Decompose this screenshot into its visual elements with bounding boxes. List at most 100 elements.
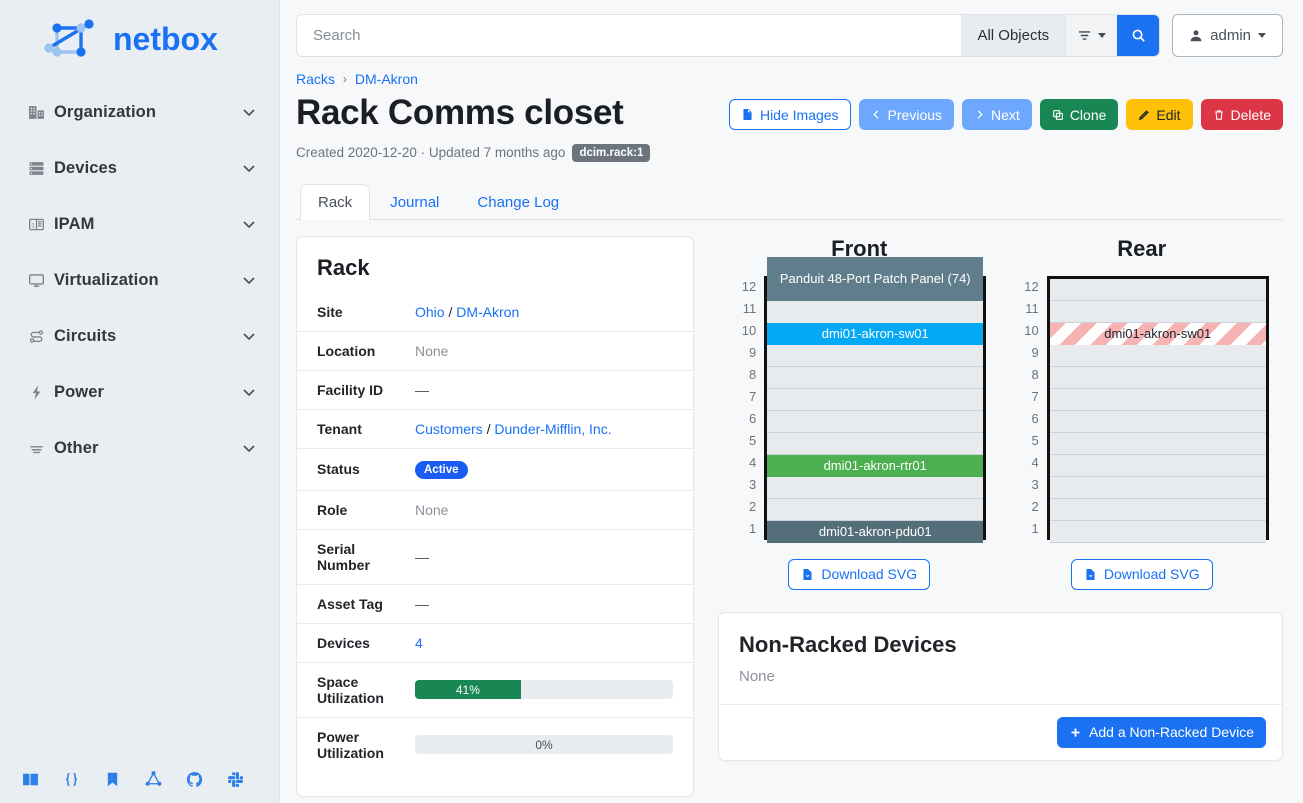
rack-unit-empty[interactable] — [1049, 300, 1266, 323]
table-row: Role None — [297, 490, 693, 529]
download-file-icon — [1086, 568, 1095, 580]
rack-unit-number: 3 — [749, 476, 757, 492]
sidebar-item-ipam[interactable]: 1 IPAM — [0, 196, 279, 252]
edit-button[interactable]: Edit — [1126, 99, 1193, 130]
rack-unit-empty[interactable] — [1049, 432, 1266, 455]
rack-unit-empty[interactable] — [767, 432, 984, 455]
rack-elevation-front: Front 12 11 10 9 8 7 6 5 4 3 2 1 Panduit 48-Port Pa… — [718, 236, 1001, 590]
object-scope-select[interactable]: All Objects — [961, 15, 1066, 56]
rack-unit-empty[interactable] — [1049, 498, 1266, 521]
rack-frame: Panduit 48-Port Patch Panel (74) dmi01-ak… — [764, 256, 987, 543]
site-link[interactable]: DM-Akron — [456, 303, 520, 320]
chevron-right-icon — [977, 110, 983, 119]
rack-unit-number: 12 — [741, 278, 757, 294]
search-submit-button[interactable] — [1117, 15, 1160, 56]
rack-unit-empty[interactable] — [1049, 366, 1266, 389]
rack-unit-empty[interactable] — [767, 388, 984, 411]
page-header: Rack Comms closet Created 2020-12-20 · U… — [296, 91, 1283, 162]
sidebar-item-circuits[interactable]: Circuits — [0, 308, 279, 364]
add-non-racked-device-button[interactable]: Add a Non-Racked Device — [1057, 716, 1266, 748]
row-label: Asset Tag — [317, 595, 383, 612]
rack-unit-device[interactable]: Panduit 48-Port Patch Panel (74) — [767, 256, 984, 301]
rack-details-card: Rack Site Ohio / DM-Akron — [296, 235, 694, 797]
rack-unit-empty[interactable] — [767, 410, 984, 433]
non-racked-footer: Add a Non-Racked Device — [719, 703, 1282, 760]
hide-images-button[interactable]: Hide Images — [728, 99, 851, 130]
rack-unit-device[interactable]: dmi01-akron-sw01 — [767, 322, 984, 345]
sidebar-item-label: IPAM — [54, 214, 95, 233]
slack-icon[interactable] — [227, 771, 244, 788]
netbox-logo[interactable]: netbox — [0, 0, 279, 72]
rack-unit-device-rear[interactable]: dmi01-akron-sw01 — [1049, 322, 1266, 345]
api-braces-icon[interactable] — [63, 771, 80, 788]
rack-unit-device[interactable]: dmi01-akron-pdu01 — [767, 520, 984, 543]
page-title: Rack Comms closet — [296, 93, 624, 132]
tab-rack[interactable]: Rack — [300, 183, 371, 220]
docs-book-icon[interactable] — [22, 771, 39, 788]
rack-unit-device[interactable]: dmi01-akron-rtr01 — [767, 454, 984, 477]
object-type-badge: dcim.rack:1 — [572, 143, 651, 162]
rack-unit-empty[interactable] — [1049, 476, 1266, 499]
sidebar-item-organization[interactable]: Organization — [0, 84, 279, 140]
rack-unit-empty[interactable] — [1049, 410, 1266, 433]
image-file-icon — [743, 108, 752, 121]
next-button[interactable]: Next — [962, 99, 1032, 130]
pencil-icon — [1139, 109, 1150, 120]
rack-unit-empty[interactable] — [767, 476, 984, 499]
right-column: Front 12 11 10 9 8 7 6 5 4 3 2 1 Panduit 48-Port Pa… — [718, 236, 1283, 803]
devices-count-link[interactable]: 4 — [415, 634, 423, 651]
sidebar-item-label: Power — [54, 382, 105, 401]
tab-change-log[interactable]: Change Log — [477, 193, 560, 211]
rack-unit-number: 4 — [1031, 454, 1039, 470]
previous-button[interactable]: Previous — [858, 99, 955, 130]
row-label: Location — [317, 342, 376, 359]
tenant-group-link[interactable]: Customers — [415, 420, 483, 437]
unit-number-column: 12 11 10 9 8 7 6 5 4 3 2 1 — [1015, 276, 1047, 540]
tenant-link[interactable]: Dunder-Mifflin, Inc. — [494, 420, 612, 437]
sidebar-item-label: Other — [54, 438, 99, 457]
breadcrumb-item-site[interactable]: DM-Akron — [354, 71, 418, 87]
sidebar-item-power[interactable]: Power — [0, 364, 279, 420]
sidebar-item-devices[interactable]: Devices — [0, 140, 279, 196]
svg-text:netbox: netbox — [113, 21, 218, 57]
rack-unit-number: 8 — [749, 366, 757, 382]
non-racked-title: Non-Racked Devices — [739, 631, 957, 657]
download-svg-rear-button[interactable]: Download SVG — [1070, 558, 1213, 590]
site-region-link[interactable]: Ohio — [415, 303, 445, 320]
search-filter-dropdown[interactable] — [1065, 15, 1118, 56]
rack-unit-number: 4 — [749, 454, 757, 470]
rack-unit-empty[interactable] — [767, 344, 984, 367]
user-name: admin — [1210, 27, 1251, 44]
sidebar-item-other[interactable]: Other — [0, 420, 279, 476]
row-label: Serial Number — [317, 540, 370, 573]
rack-unit-empty[interactable] — [1049, 520, 1266, 543]
left-column: Rack Site Ohio / DM-Akron — [296, 235, 694, 803]
rack-unit-empty[interactable] — [767, 498, 984, 521]
rack-unit-number: 10 — [741, 322, 757, 338]
search-input[interactable] — [297, 15, 962, 56]
clone-button[interactable]: Clone — [1039, 99, 1119, 130]
breadcrumb-item-racks[interactable]: Racks — [296, 71, 335, 87]
graphql-icon[interactable] — [145, 770, 162, 788]
svg-text:1: 1 — [31, 223, 35, 229]
row-value: Active — [415, 448, 693, 490]
chevron-down-icon — [243, 221, 255, 229]
rack-unit-empty[interactable] — [767, 366, 984, 389]
rack-unit-empty[interactable] — [1049, 344, 1266, 367]
tab-journal[interactable]: Journal — [390, 193, 440, 211]
rack-unit-empty[interactable] — [1049, 278, 1266, 301]
row-value: Ohio / DM-Akron — [415, 293, 693, 332]
row-label: Site — [317, 303, 343, 320]
sidebar-item-virtualization[interactable]: Virtualization — [0, 252, 279, 308]
table-row: Facility ID — — [297, 370, 693, 409]
bookmark-icon[interactable] — [104, 771, 121, 788]
delete-button[interactable]: Delete — [1200, 99, 1283, 130]
user-menu-button[interactable]: admin — [1172, 14, 1283, 57]
row-label: Status — [317, 461, 360, 478]
main-area: All Objects admin Racks › DM-Akr — [280, 0, 1303, 803]
rack-unit-empty[interactable] — [1049, 454, 1266, 477]
github-icon[interactable] — [186, 771, 203, 788]
filter-icon — [1079, 31, 1091, 40]
rack-unit-empty[interactable] — [1049, 388, 1266, 411]
download-svg-front-button[interactable]: Download SVG — [788, 558, 931, 590]
